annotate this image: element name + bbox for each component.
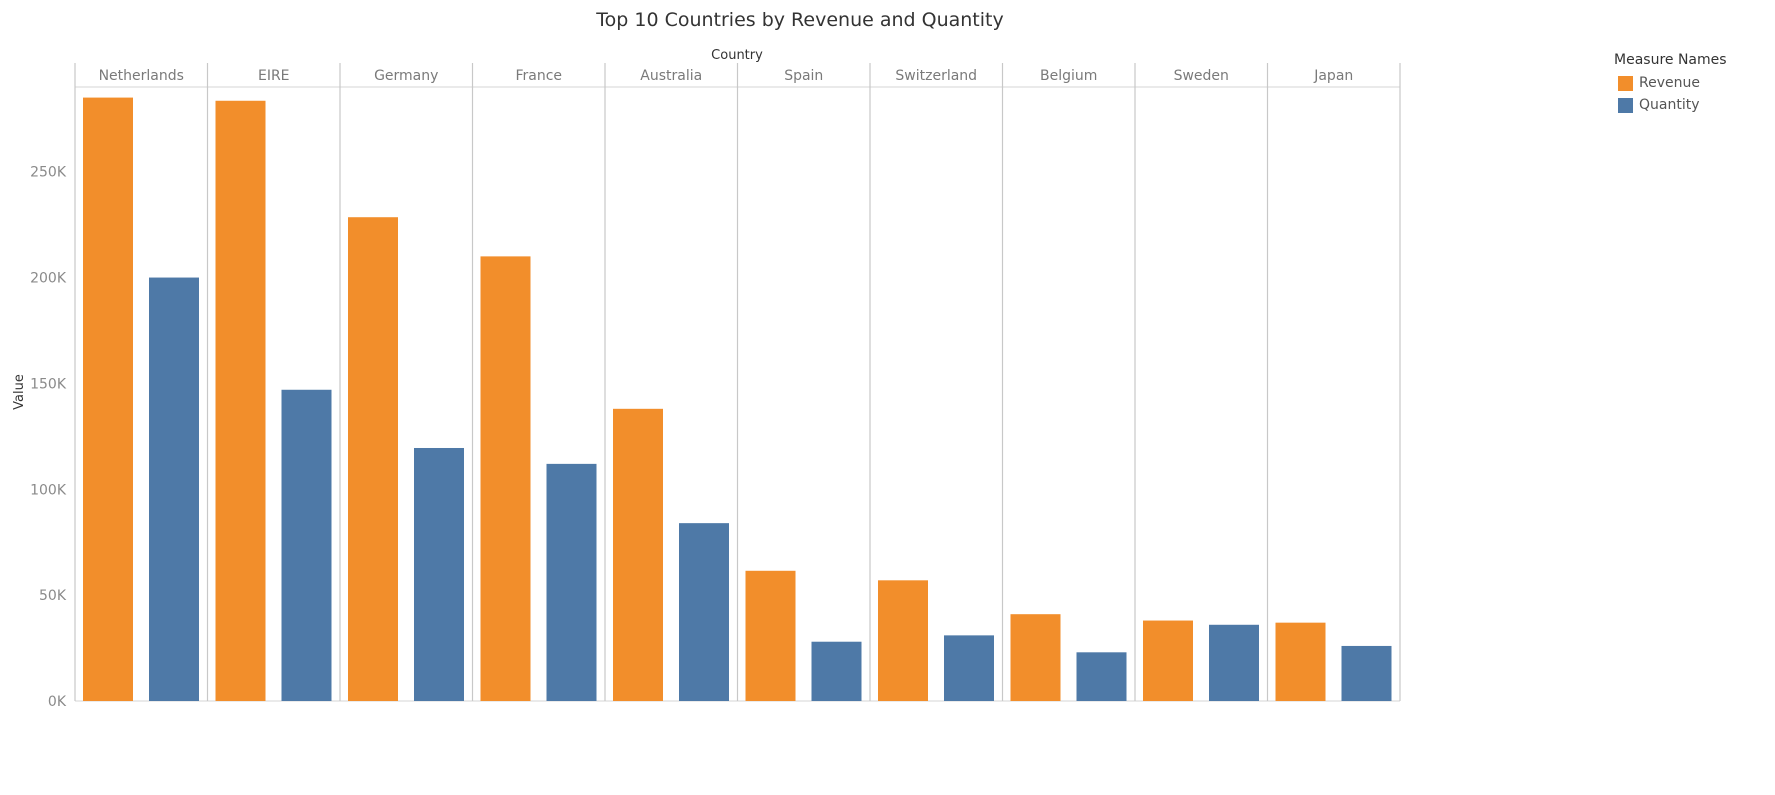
legend: Measure Names Revenue Quantity — [1614, 52, 1727, 116]
bar-revenue — [348, 217, 398, 702]
bar-quantity — [1341, 645, 1392, 701]
bar-revenue — [215, 100, 266, 701]
chart-title: Top 10 Countries by Revenue and Quantity — [596, 9, 1004, 31]
panes-layer — [74, 63, 1401, 702]
bar-quantity — [149, 277, 199, 701]
legend-swatch — [1618, 75, 1633, 91]
y-tick-label: 50K — [39, 588, 67, 604]
country-header: Germany — [374, 68, 438, 84]
legend-title: Measure Names — [1614, 52, 1727, 68]
legend-label: Quantity — [1639, 97, 1700, 113]
bar-chart: Country Value 0K 50K 100K 150K 200K 250K Neth… — [12, 48, 1401, 710]
y-axis-title: Value — [12, 374, 27, 410]
y-tick-label: 250K — [30, 165, 67, 181]
bar-revenue — [480, 256, 531, 701]
y-tick-label: 100K — [30, 482, 67, 498]
country-header: Switzerland — [895, 68, 977, 84]
legend-item[interactable]: Revenue — [1614, 72, 1727, 94]
y-tick-label: 150K — [30, 376, 67, 392]
country-header: Australia — [640, 68, 702, 84]
y-axis-ticks: 0K 50K 100K 150K 200K 250K — [30, 165, 67, 710]
bar-quantity — [679, 523, 729, 701]
country-header: EIRE — [258, 68, 290, 84]
column-header-title: Country — [711, 48, 763, 63]
y-tick-label: 200K — [30, 271, 67, 287]
bar-revenue — [745, 570, 796, 701]
bar-revenue — [1275, 622, 1326, 701]
country-header: France — [515, 68, 562, 84]
bar-quantity — [281, 389, 332, 701]
bar-revenue — [878, 580, 928, 701]
bar-quantity — [811, 641, 862, 701]
legend-label: Revenue — [1639, 75, 1700, 91]
bar-revenue — [83, 97, 133, 702]
country-header: Japan — [1313, 68, 1353, 84]
bars-layer — [83, 97, 1392, 702]
bar-quantity — [1209, 624, 1259, 701]
legend-item[interactable]: Quantity — [1614, 94, 1727, 116]
bar-revenue — [613, 408, 663, 701]
country-header: Netherlands — [99, 68, 184, 84]
bar-revenue — [1143, 620, 1193, 701]
country-header: Sweden — [1174, 68, 1229, 84]
bar-quantity — [546, 463, 597, 701]
legend-items: Revenue Quantity — [1614, 72, 1727, 116]
bar-quantity — [944, 635, 994, 701]
country-headers: Netherlands EIRE Germany France Australia Spa… — [99, 68, 1354, 84]
country-header: Spain — [784, 68, 823, 84]
bar-quantity — [1076, 652, 1127, 701]
legend-swatch — [1618, 97, 1633, 113]
bar-revenue — [1010, 614, 1061, 701]
country-header: Belgium — [1040, 68, 1097, 84]
y-tick-label: 0K — [48, 694, 67, 710]
bar-quantity — [414, 447, 464, 701]
